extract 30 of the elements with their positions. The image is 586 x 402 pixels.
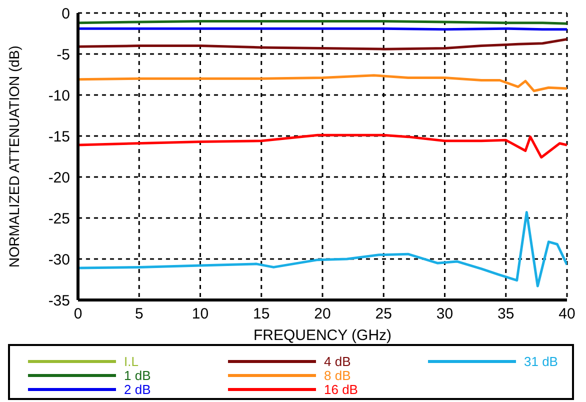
text: 16 dB (324, 382, 358, 396)
y-tick-label: -25 (48, 210, 70, 228)
x-tick-label: 25 (375, 306, 392, 323)
text: 31 dB (524, 354, 558, 368)
y-tick-label: -15 (48, 128, 70, 146)
text: 8 dB (324, 368, 351, 382)
text: 1 dB (124, 368, 151, 382)
y-tick-label: -35 (48, 292, 70, 310)
x-axis-title: FREQUENCY (GHz) (253, 327, 392, 344)
x-tick-label: 20 (314, 306, 331, 323)
x-tick-label: 0 (74, 306, 82, 323)
x-tick-label: 40 (558, 306, 576, 323)
x-tick-label: 5 (134, 306, 144, 323)
y-axis-title: NORMALIZED ATTENUATION (dB) (6, 46, 22, 268)
x-tick-label: 30 (436, 306, 454, 323)
y-tick-label: 0 (62, 5, 70, 22)
line-series (78, 134, 567, 159)
x-tick-label: 15 (253, 306, 270, 323)
line-series (78, 74, 567, 92)
text: 2 dB (124, 382, 151, 396)
y-tick-label: -20 (48, 169, 70, 186)
x-tick-label: 35 (498, 306, 514, 323)
line-series (78, 38, 567, 50)
x-tick-label: 10 (192, 306, 209, 323)
y-tick-label: -10 (48, 87, 70, 104)
line-series (78, 211, 567, 288)
legend-label: I.L (124, 354, 138, 368)
y-tick-label: -30 (48, 251, 70, 268)
text: 4 dB (324, 354, 351, 368)
y-tick-label: -5 (56, 46, 70, 64)
